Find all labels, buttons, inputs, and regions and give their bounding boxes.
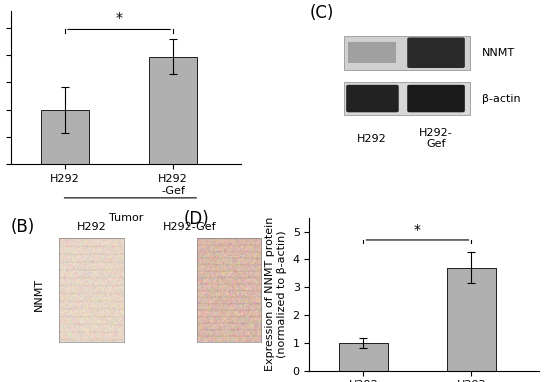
FancyBboxPatch shape bbox=[407, 85, 465, 112]
Text: NNMT: NNMT bbox=[482, 48, 515, 58]
Text: NNMT: NNMT bbox=[34, 278, 43, 311]
Y-axis label: Expression of NNMT protein
(normalized to β-actin): Expression of NNMT protein (normalized t… bbox=[266, 217, 287, 371]
Text: β-actin: β-actin bbox=[482, 94, 520, 104]
FancyBboxPatch shape bbox=[407, 37, 465, 68]
Bar bbox=[344, 36, 470, 70]
Bar bbox=[349, 42, 397, 63]
Text: *: * bbox=[116, 11, 123, 25]
Bar bbox=[148, 57, 197, 164]
Bar bbox=[41, 110, 89, 164]
Text: H292-
Gef: H292- Gef bbox=[419, 128, 453, 149]
Text: (D): (D) bbox=[183, 210, 209, 228]
Bar bbox=[447, 268, 496, 371]
Text: H292: H292 bbox=[357, 134, 387, 144]
Text: Tumor: Tumor bbox=[108, 213, 143, 223]
Text: H292-Gef: H292-Gef bbox=[163, 222, 217, 232]
Text: *: * bbox=[414, 223, 421, 237]
Bar bbox=[339, 343, 388, 371]
Bar bbox=[344, 82, 470, 115]
Text: (C): (C) bbox=[310, 4, 334, 22]
FancyBboxPatch shape bbox=[346, 85, 399, 112]
Text: (B): (B) bbox=[11, 218, 35, 236]
Text: H292: H292 bbox=[76, 222, 106, 232]
